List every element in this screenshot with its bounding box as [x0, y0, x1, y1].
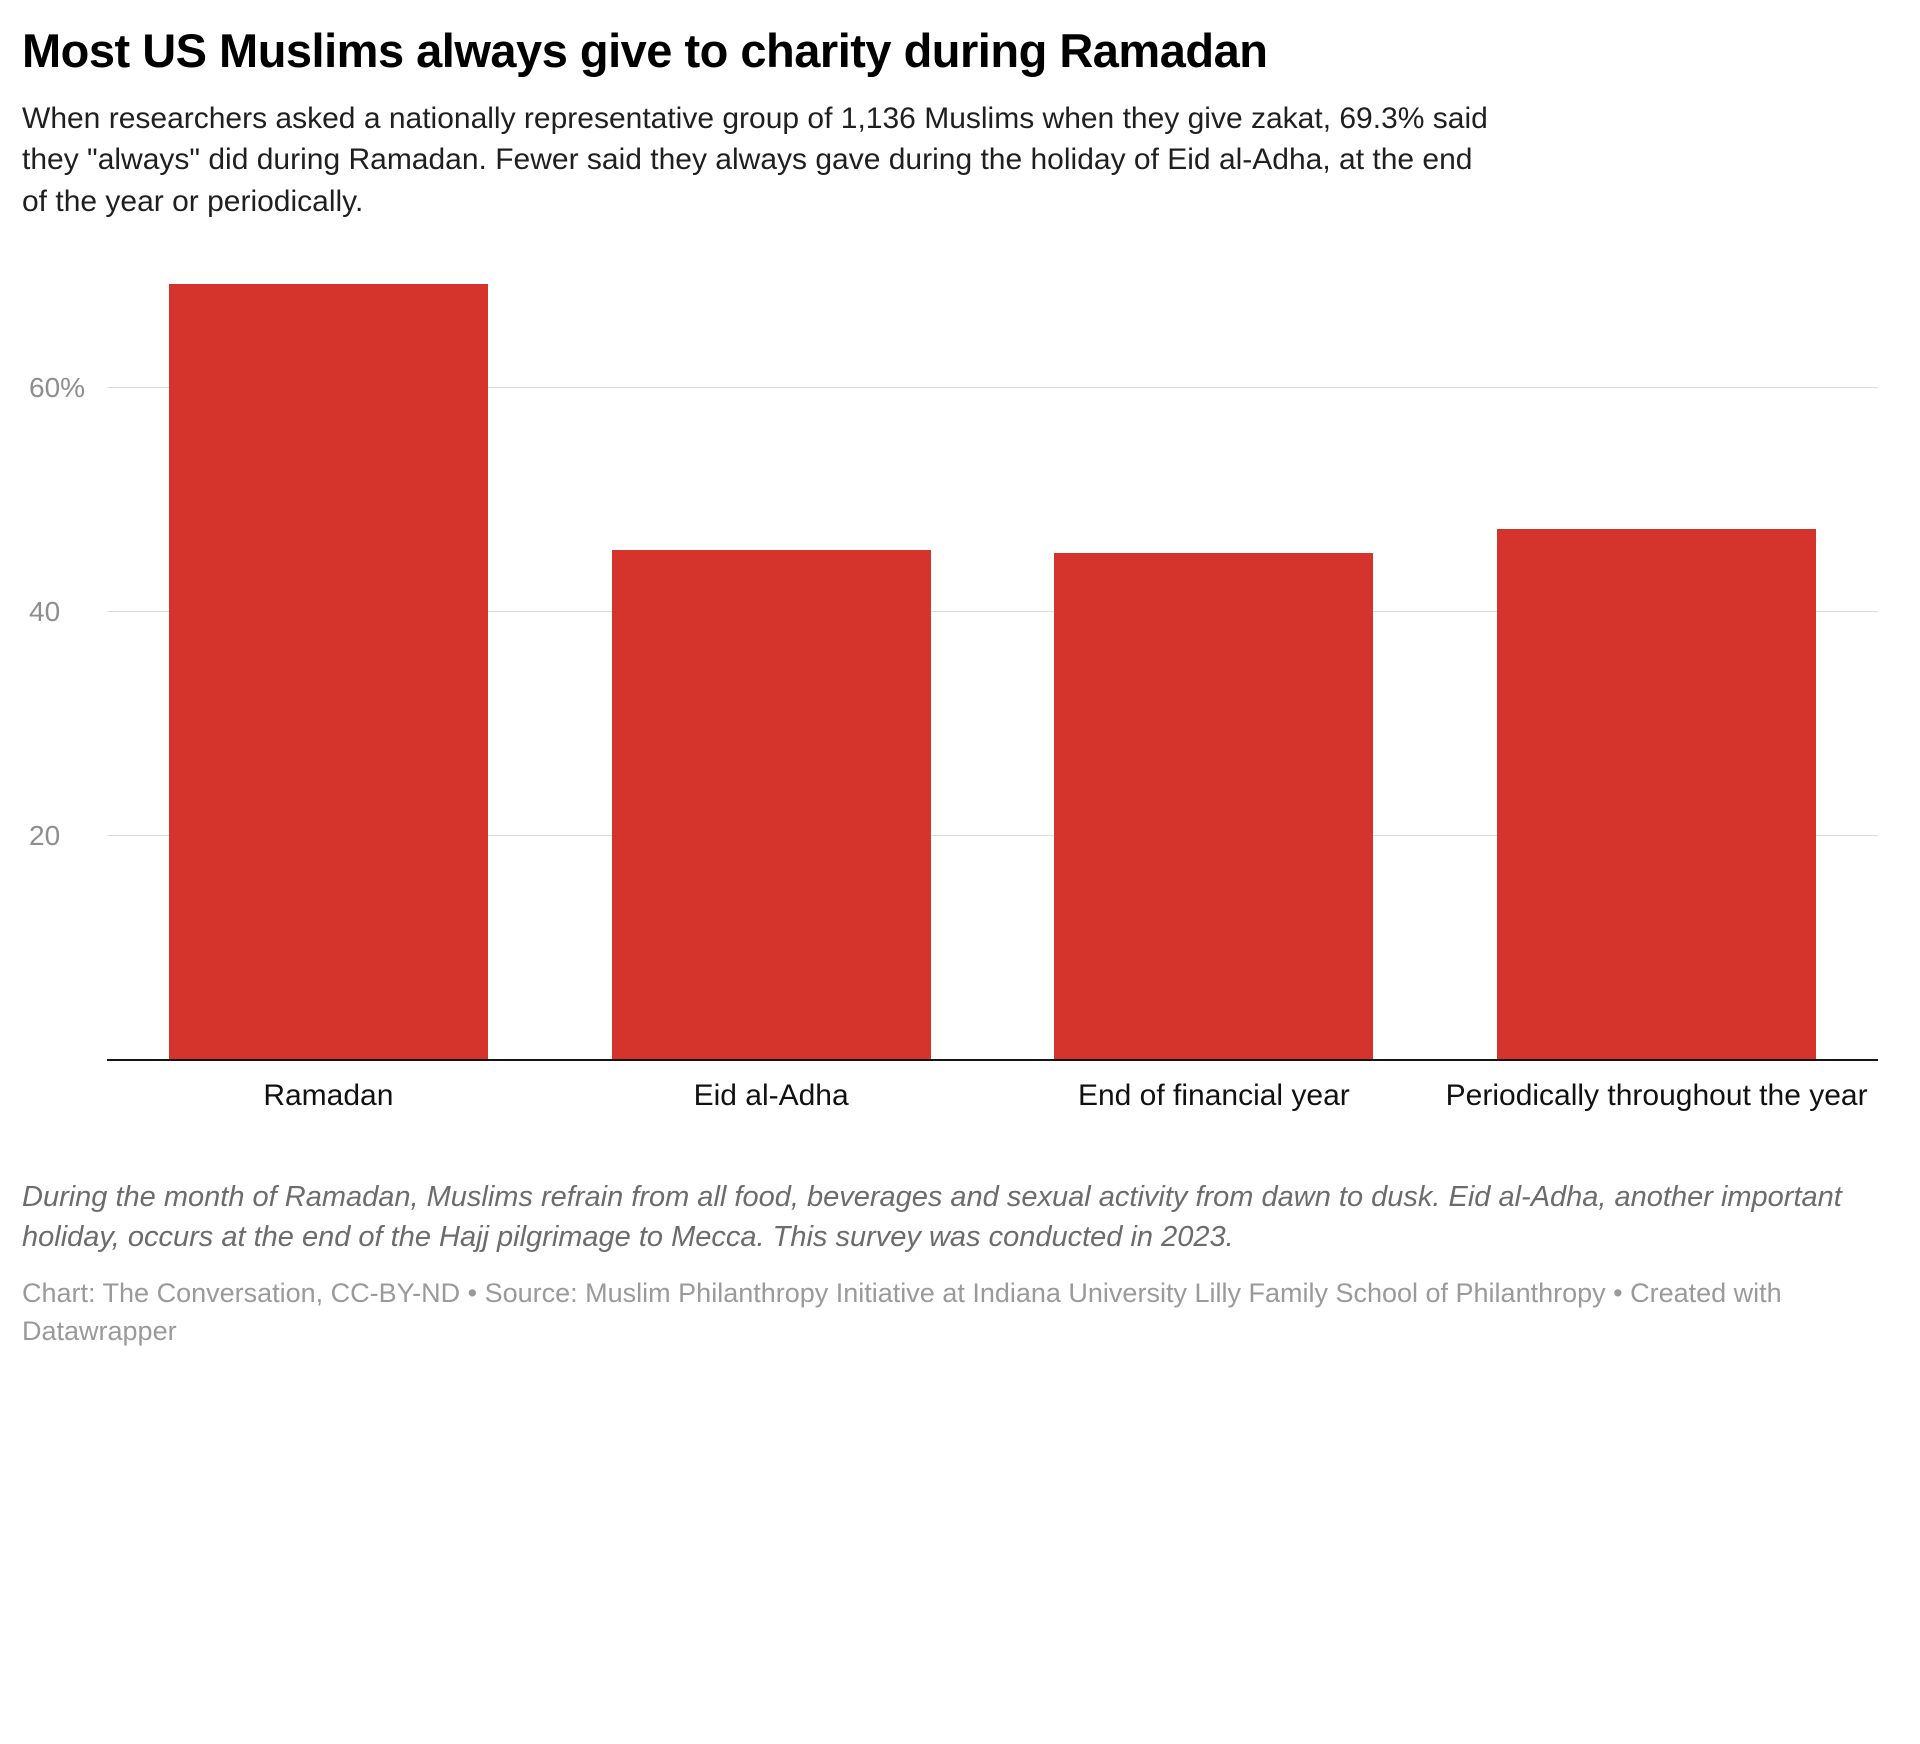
- chart-title: Most US Muslims always give to charity d…: [22, 24, 1268, 77]
- bars-container: [107, 284, 1878, 1060]
- bar-column: [107, 284, 550, 1060]
- bar: [1497, 529, 1816, 1060]
- bar: [1054, 552, 1374, 1060]
- y-axis-tick-label: 60%: [29, 372, 86, 404]
- x-axis-label: Periodically throughout the year: [1445, 1079, 1868, 1113]
- bar-column: [993, 284, 1436, 1060]
- footnote: During the month of Ramadan, Muslims ref…: [22, 1180, 1842, 1253]
- x-axis-label: Ramadan: [263, 1079, 394, 1113]
- source-line: Chart: The Conversation, CC-BY-ND • Sour…: [22, 1277, 1782, 1346]
- bar: [611, 550, 931, 1060]
- y-axis-tick-label: 20: [29, 819, 61, 851]
- x-axis-label: End of financial year: [1077, 1079, 1350, 1113]
- x-axis-labels: Ramadan Eid al-Adha End of financial year P…: [107, 1061, 1878, 1115]
- y-axis-tick-label: 40: [29, 595, 61, 627]
- gridline: [107, 610, 1878, 612]
- bar-chart: 20 40 60% Ramadan Eid al-Adha End of financi…: [22, 284, 1878, 1115]
- chart-subtitle: When researchers asked a nationally repr…: [22, 102, 1488, 218]
- plot-area: 20 40 60%: [29, 284, 1878, 1062]
- bar: [168, 284, 488, 1060]
- x-axis-label: Eid al-Adha: [693, 1079, 849, 1113]
- bar-column: [1435, 284, 1878, 1060]
- gridline: [107, 834, 1878, 836]
- gridline: [107, 387, 1878, 389]
- bar-column: [550, 284, 993, 1060]
